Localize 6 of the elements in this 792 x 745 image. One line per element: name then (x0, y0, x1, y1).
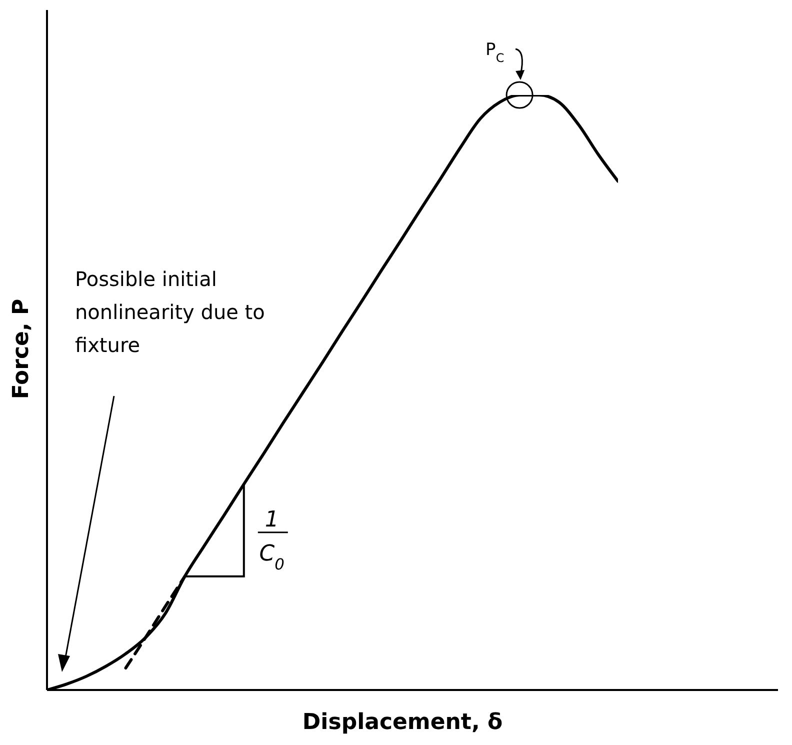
annotation: Possible initial nonlinearity due to fixture (75, 266, 266, 359)
text: P$_{C}$ (486, 40, 504, 65)
annotation: 1 (264, 507, 279, 532)
y-axis-title: Force, P (9, 298, 34, 400)
annotation: C$_{0}$ (259, 541, 285, 574)
x-axis-title: Displacement, δ (302, 710, 503, 735)
